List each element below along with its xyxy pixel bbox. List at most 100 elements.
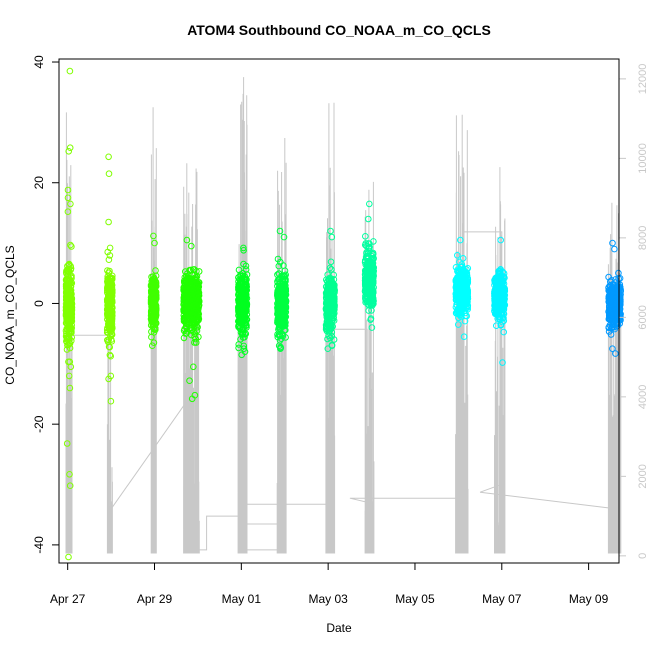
outlier-point	[188, 395, 196, 403]
outlier-point	[277, 345, 284, 353]
data-point	[108, 274, 116, 282]
data-point	[331, 310, 338, 317]
data-point	[367, 316, 374, 324]
data-point	[323, 293, 331, 300]
y2-tick-label: 0	[637, 553, 649, 559]
outlier-point	[64, 186, 72, 194]
data-point	[326, 322, 333, 329]
data-point	[456, 258, 463, 266]
data-point	[108, 304, 115, 312]
data-point	[499, 292, 507, 300]
data-point	[494, 304, 501, 311]
flight-points-3	[147, 232, 160, 350]
data-point	[66, 291, 73, 299]
data-point	[147, 315, 155, 323]
data-point	[106, 252, 114, 259]
data-point	[282, 334, 289, 341]
data-point	[458, 263, 466, 270]
y-tick-label: -40	[32, 536, 46, 554]
data-point	[362, 233, 369, 240]
data-point	[236, 276, 243, 283]
outlier-point	[188, 242, 195, 250]
y-tick-label: 20	[32, 176, 46, 190]
data-point	[67, 263, 74, 270]
data-point	[499, 314, 507, 322]
outlier-point	[324, 345, 332, 353]
outlier-point	[366, 200, 373, 208]
data-point	[369, 273, 376, 281]
data-point	[363, 265, 370, 273]
data-point	[66, 324, 74, 331]
data-point	[458, 287, 465, 295]
data-point	[280, 312, 288, 319]
data-point	[193, 327, 201, 335]
data-point	[459, 298, 467, 306]
data-point	[67, 292, 74, 300]
data-point	[280, 321, 287, 328]
data-point	[493, 286, 501, 293]
data-point	[456, 305, 464, 313]
flight-points-1	[62, 67, 76, 561]
data-point	[181, 292, 188, 300]
data-point	[105, 269, 112, 277]
data-point	[105, 294, 112, 301]
data-point	[150, 282, 158, 290]
data-point	[148, 333, 155, 341]
data-point	[611, 325, 619, 333]
data-point	[191, 333, 198, 341]
data-point	[324, 271, 332, 279]
data-point	[495, 267, 502, 275]
y2-tick-label: 6000	[637, 305, 649, 329]
data-point	[363, 242, 370, 250]
outlier-point	[276, 227, 284, 235]
y-axis-label: CO_NOAA_m_CO_QCLS	[3, 245, 17, 384]
data-point	[369, 270, 377, 277]
data-point	[67, 241, 74, 249]
data-point	[366, 291, 374, 298]
outlier-point	[105, 218, 112, 226]
outlier-point	[457, 236, 464, 244]
data-point	[282, 271, 290, 279]
data-point	[242, 304, 250, 312]
data-point	[63, 280, 71, 288]
data-point	[494, 275, 502, 282]
data-point	[362, 278, 370, 285]
data-point	[327, 280, 335, 288]
data-point	[363, 249, 370, 256]
data-point	[362, 268, 369, 276]
altitude-profile-9	[455, 114, 469, 554]
outlier-point	[105, 375, 112, 383]
outlier-point	[65, 372, 73, 380]
data-point	[325, 315, 332, 322]
data-point	[281, 281, 288, 288]
data-point	[462, 275, 469, 283]
data-point	[330, 336, 338, 343]
y2-tick-label: 12000	[637, 64, 649, 95]
data-point	[63, 299, 71, 306]
data-point	[190, 279, 197, 287]
data-point	[152, 267, 159, 274]
data-point	[237, 336, 244, 343]
data-point	[500, 317, 508, 325]
data-point	[194, 285, 201, 292]
data-point	[368, 261, 376, 268]
data-point	[240, 260, 247, 268]
data-point	[609, 281, 617, 289]
data-point	[463, 282, 470, 290]
data-point	[493, 322, 500, 330]
outlier-point	[64, 208, 72, 215]
altitude-profile-4	[183, 163, 200, 554]
data-point	[612, 302, 619, 310]
data-point	[242, 278, 249, 286]
data-point	[275, 326, 282, 333]
data-point	[499, 268, 507, 276]
altitude-profile-8	[364, 181, 375, 554]
flight-points-9	[452, 236, 472, 341]
data-point	[612, 295, 619, 303]
data-point	[496, 279, 503, 286]
x-axis-label: Date	[326, 621, 352, 635]
outlier-point	[105, 170, 113, 177]
data-point	[184, 282, 191, 289]
data-point	[274, 306, 282, 314]
